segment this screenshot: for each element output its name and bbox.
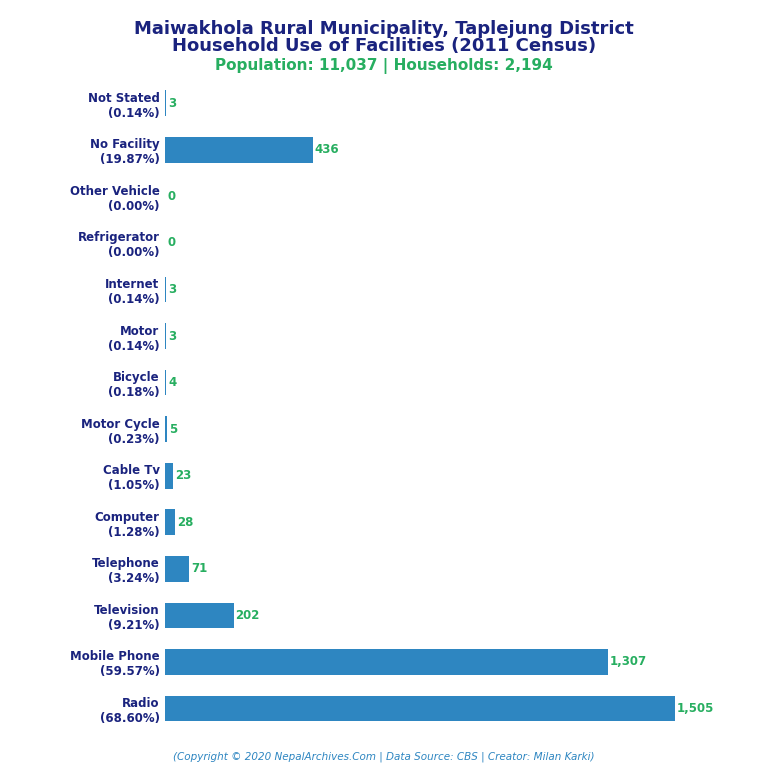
Bar [165, 556, 189, 581]
Bar [165, 323, 166, 349]
Text: 23: 23 [175, 469, 191, 482]
Bar [165, 509, 174, 535]
Bar [165, 91, 166, 116]
Bar [165, 416, 167, 442]
Text: 0: 0 [167, 190, 175, 203]
Text: 4: 4 [168, 376, 177, 389]
Text: 71: 71 [191, 562, 207, 575]
Text: 3: 3 [168, 329, 177, 343]
Text: 5: 5 [169, 422, 177, 435]
Text: Maiwakhola Rural Municipality, Taplejung District: Maiwakhola Rural Municipality, Taplejung… [134, 20, 634, 38]
Bar [165, 649, 608, 675]
Bar [165, 137, 313, 163]
Bar [165, 370, 167, 396]
Text: 202: 202 [236, 609, 260, 622]
Bar [165, 696, 675, 721]
Text: 436: 436 [315, 144, 339, 157]
Bar [165, 603, 233, 628]
Text: Household Use of Facilities (2011 Census): Household Use of Facilities (2011 Census… [172, 37, 596, 55]
Text: 0: 0 [167, 237, 175, 250]
Bar [165, 463, 173, 488]
Text: Population: 11,037 | Households: 2,194: Population: 11,037 | Households: 2,194 [215, 58, 553, 74]
Text: (Copyright © 2020 NepalArchives.Com | Data Source: CBS | Creator: Milan Karki): (Copyright © 2020 NepalArchives.Com | Da… [174, 751, 594, 762]
Text: 3: 3 [168, 97, 177, 110]
Text: 3: 3 [168, 283, 177, 296]
Text: 1,505: 1,505 [677, 702, 714, 715]
Text: 28: 28 [177, 516, 193, 529]
Text: 1,307: 1,307 [610, 655, 647, 668]
Bar [165, 276, 166, 303]
